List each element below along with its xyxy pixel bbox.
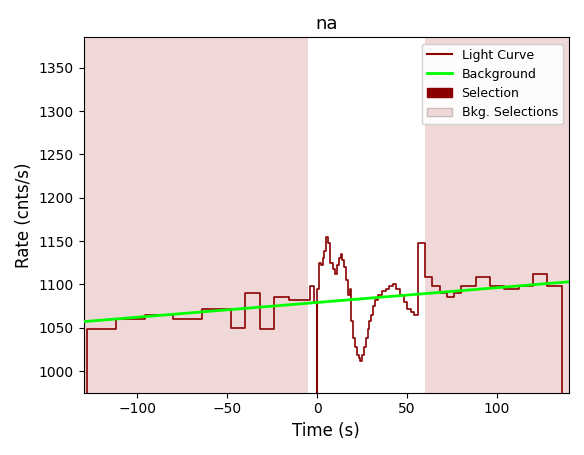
Bar — [425, 37, 569, 393]
Title: na: na — [315, 15, 338, 33]
Y-axis label: Rate (cnts/s): Rate (cnts/s) — [15, 162, 33, 268]
Bar — [84, 37, 308, 393]
Legend: Light Curve, Background, Selection, Bkg. Selections: Light Curve, Background, Selection, Bkg.… — [422, 44, 563, 124]
X-axis label: Time (s): Time (s) — [293, 422, 360, 440]
